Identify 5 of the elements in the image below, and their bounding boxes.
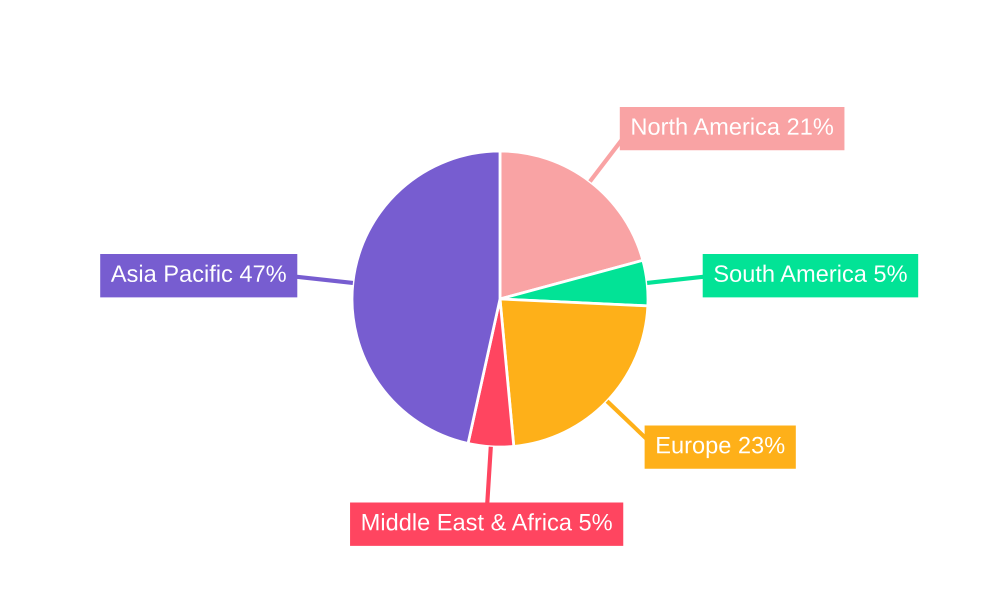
slice-label: Europe 23% (657, 436, 784, 458)
slice-label: Asia Pacific 47% (110, 264, 286, 282)
slice-label: North America 21% (632, 118, 833, 135)
slice-label: Middle East & Africa 5% (362, 513, 612, 531)
slice-label: South America 5% (714, 264, 907, 282)
